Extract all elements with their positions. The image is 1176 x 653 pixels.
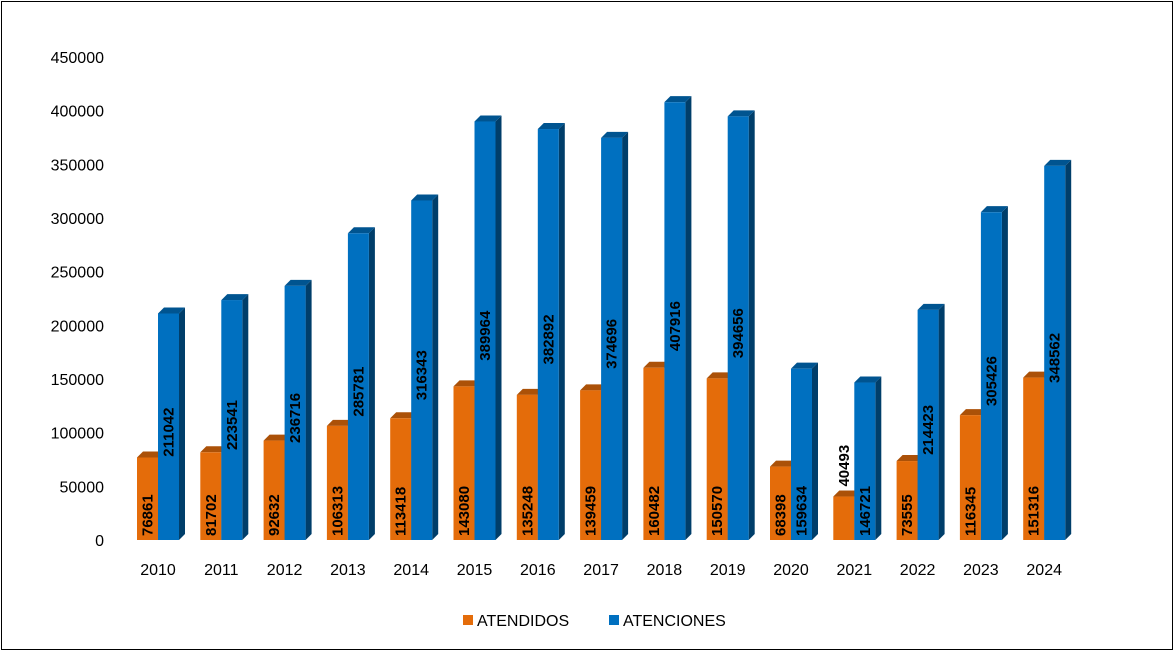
y-tick-label: 200000: [51, 318, 104, 335]
bars: [137, 96, 1072, 541]
bar-atenciones-2020: [791, 362, 818, 540]
data-label-atenciones: 348562: [1047, 333, 1064, 383]
data-label-atendidos: 81702: [203, 494, 220, 536]
x-tick-label: 2017: [583, 562, 619, 579]
data-label-atenciones: 389964: [477, 310, 494, 361]
data-label-atenciones: 316343: [414, 350, 431, 400]
data-labels: 76861 211042 81702 223541 92632 236716 106313 2…: [140, 301, 1064, 536]
x-tick-label: 2024: [1026, 562, 1062, 579]
data-label-atendidos: 92632: [266, 494, 283, 536]
y-axis: 0 50000 100000 150000 200000 250000 300000 3500…: [51, 50, 104, 550]
x-tick-label: 2020: [773, 562, 809, 579]
y-tick-label: 350000: [51, 157, 104, 174]
x-tick-label: 2010: [140, 562, 176, 579]
x-tick-label: 2015: [457, 562, 493, 579]
x-axis: 2010 2011 2012 2013 2014 2015 2016 2017 2018 2019…: [140, 562, 1062, 579]
data-label-atenciones: 374696: [604, 319, 621, 369]
data-label-atenciones: 159634: [794, 485, 811, 536]
bar-atenciones-2015: [474, 115, 502, 541]
data-label-atendidos: 73555: [899, 494, 916, 536]
legend-label-atenciones: ATENCIONES: [623, 613, 726, 630]
bar-atenciones-2010: [158, 307, 185, 540]
bar-atenciones-2012: [284, 279, 312, 540]
y-tick-label: 300000: [51, 211, 104, 228]
data-label-atendidos: 139459: [583, 486, 600, 536]
data-label-atenciones: 305426: [983, 356, 1000, 406]
data-label-atendidos: 160482: [646, 486, 663, 536]
data-label-atendidos: 106313: [329, 486, 346, 536]
bar-atenciones-2023: [980, 206, 1008, 540]
data-label-atenciones: 285781: [350, 367, 367, 417]
y-tick-label: 250000: [51, 265, 104, 282]
data-label-atendidos: 150570: [709, 486, 726, 536]
x-tick-label: 2021: [837, 562, 873, 579]
x-tick-label: 2014: [393, 562, 429, 579]
data-label-atenciones: 407916: [667, 301, 684, 351]
legend-swatch-atendidos: [463, 615, 473, 625]
y-tick-label: 100000: [51, 426, 104, 443]
x-tick-label: 2022: [900, 562, 936, 579]
bar-atenciones-2024: [1044, 159, 1072, 541]
data-label-atendidos: 135248: [519, 486, 536, 536]
legend-label-atendidos: ATENDIDOS: [477, 613, 569, 630]
x-tick-label: 2011: [204, 562, 239, 579]
data-label-atenciones: 236716: [287, 393, 304, 443]
x-tick-label: 2016: [520, 562, 556, 579]
bar-atenciones-2019: [727, 110, 755, 540]
data-label-atenciones: 146721: [857, 486, 874, 536]
y-tick-label: 450000: [51, 50, 104, 67]
data-label-atenciones: 211042: [161, 408, 178, 457]
data-label-atenciones: 214423: [920, 405, 937, 455]
x-tick-label: 2018: [647, 562, 683, 579]
data-label-atendidos: 143080: [456, 486, 473, 536]
y-tick-label: 400000: [51, 104, 104, 121]
data-label-atenciones: 382892: [540, 314, 557, 364]
legend-swatch-atenciones: [609, 615, 619, 625]
y-tick-label: 50000: [60, 479, 105, 496]
data-label-atendidos: 151316: [1026, 486, 1043, 536]
x-tick-label: 2019: [710, 562, 746, 579]
bar-atenciones-2013: [347, 227, 375, 541]
data-label-atendidos: 68398: [773, 494, 790, 536]
data-label-atenciones: 394656: [730, 308, 747, 358]
bar-atenciones-2011: [221, 294, 249, 540]
data-label-atendidos: 116345: [962, 487, 979, 536]
bar-atenciones-2014: [411, 194, 439, 541]
bar-atenciones-2021: [854, 376, 882, 540]
y-tick-label: 150000: [51, 372, 104, 389]
bar-atenciones-2017: [601, 131, 629, 540]
data-label-atenciones: 223541: [224, 400, 241, 450]
legend: ATENDIDOS ATENCIONES: [463, 613, 726, 630]
data-label-atendidos: 76861: [140, 494, 157, 536]
x-tick-label: 2023: [963, 562, 999, 579]
bar-atenciones-2016: [537, 123, 565, 541]
data-label-atendidos: 40493: [836, 445, 853, 487]
x-tick-label: 2012: [267, 562, 303, 579]
y-tick-label: 0: [95, 533, 104, 550]
bar-atenciones-2018: [664, 96, 692, 540]
x-tick-label: 2013: [330, 562, 366, 579]
bar-atenciones-2022: [917, 303, 945, 540]
data-label-atendidos: 113418: [393, 487, 410, 536]
